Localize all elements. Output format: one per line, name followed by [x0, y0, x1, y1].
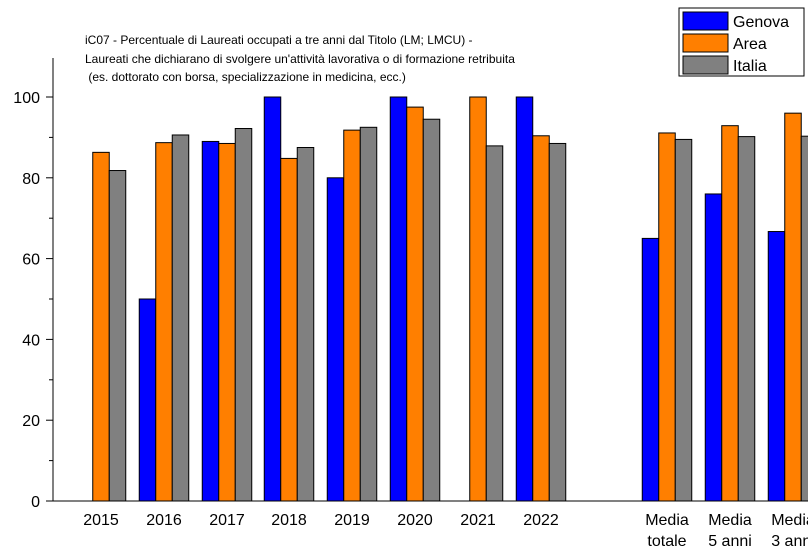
- bar-italia-media-totale: [674, 138, 693, 502]
- x-tick-label-2021: 2021: [460, 512, 496, 529]
- x-tick-label-2019: 2019: [334, 512, 370, 529]
- bar-genova-2019: [326, 177, 345, 502]
- title-line-3: (es. dottorato con borsa, specializzazio…: [85, 70, 406, 84]
- x-tick-label-media-3-anni-line-1: Media: [771, 512, 808, 529]
- legend-swatch-italia: [682, 55, 729, 75]
- x-tick-label-media-3-anni-line-2: 3 anni: [771, 533, 808, 550]
- x-tick-label-2018: 2018: [271, 512, 307, 529]
- y-tick-label-100: 100: [13, 90, 40, 107]
- bar-italia-2022: [548, 142, 567, 502]
- y-tick-label-80: 80: [22, 171, 40, 188]
- legend-label-italia: Italia: [733, 58, 767, 75]
- bar-area-2015: [92, 151, 110, 502]
- bar-genova-media-totale: [641, 237, 660, 502]
- bar-area-media-3-anni: [784, 112, 802, 502]
- y-axis-group: 0 20 40 60 80 100: [13, 90, 53, 511]
- bar-italia-2017: [234, 128, 253, 502]
- y-tick-label-40: 40: [22, 332, 40, 349]
- bar-italia-media-3-anni: [800, 135, 808, 502]
- bars-group: [92, 96, 808, 502]
- title-line-1: iC07 - Percentuale di Laureati occupati …: [85, 33, 473, 47]
- bar-genova-2020: [389, 96, 408, 502]
- x-tick-label-2016: 2016: [146, 512, 182, 529]
- bar-genova-2017: [201, 140, 220, 502]
- legend: Genova Area Italia: [678, 7, 805, 77]
- legend-label-area: Area: [733, 36, 767, 53]
- bar-italia-2016: [171, 134, 190, 502]
- x-tick-label-2015: 2015: [83, 512, 119, 529]
- x-tick-label-media-5-anni-line-2: 5 anni: [708, 533, 752, 550]
- bar-genova-2022: [515, 96, 534, 502]
- bar-italia-2019: [359, 126, 378, 502]
- title-line-2: Laureati che dichiarano di svolgere un'a…: [85, 52, 515, 66]
- x-tick-label-media-totale-line-1: Media: [645, 512, 689, 529]
- x-tick-labels: 2015 2016 2017 2018 2019 2020 2021 2022 Media tot…: [83, 512, 808, 550]
- legend-swatch-genova: [682, 11, 729, 31]
- bar-italia-media-5-anni: [737, 136, 756, 502]
- y-tick-label-60: 60: [22, 252, 40, 269]
- bar-area-2018: [280, 157, 298, 502]
- y-tick-label-0: 0: [31, 494, 40, 511]
- bar-area-2016: [155, 142, 173, 502]
- x-tick-label-2022: 2022: [523, 512, 559, 529]
- bar-genova-2016: [138, 298, 157, 502]
- bar-area-2022: [532, 135, 550, 502]
- x-tick-label-2020: 2020: [397, 512, 433, 529]
- y-tick-label-20: 20: [22, 413, 40, 430]
- bar-genova-media-3-anni: [767, 231, 786, 502]
- bar-area-2019: [343, 129, 361, 502]
- bar-italia-2020: [422, 118, 441, 502]
- x-tick-label-2017: 2017: [209, 512, 245, 529]
- x-tick-label-media-5-anni-line-1: Media: [708, 512, 752, 529]
- legend-swatch-area: [682, 33, 729, 53]
- bar-genova-media-5-anni: [704, 193, 723, 502]
- bar-italia-2021: [485, 145, 504, 502]
- bar-area-2021: [469, 96, 487, 502]
- bar-area-media-totale: [658, 132, 676, 502]
- legend-label-genova: Genova: [733, 14, 789, 31]
- bar-italia-2018: [296, 147, 315, 502]
- bar-area-2017: [218, 142, 236, 502]
- chart-title: iC07 - Percentuale di Laureati occupati …: [85, 33, 515, 84]
- bar-italia-2015: [108, 170, 127, 502]
- x-tick-label-media-totale-line-2: totale: [647, 533, 686, 550]
- bar-area-media-5-anni: [721, 125, 739, 502]
- bar-area-2020: [406, 106, 424, 502]
- bar-genova-2018: [263, 96, 282, 502]
